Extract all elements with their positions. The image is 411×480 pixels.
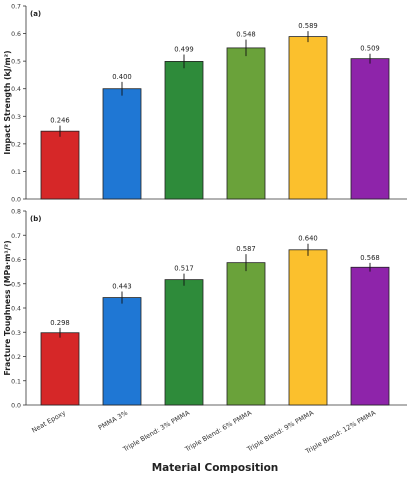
y-tick-label: 0.7	[11, 4, 21, 11]
bar	[226, 262, 266, 406]
data-label: 0.548	[236, 31, 255, 39]
data-label: 0.298	[50, 319, 69, 327]
y-tick-label: 0.4	[11, 86, 21, 93]
data-label: 0.499	[174, 46, 193, 54]
y-tick-label: 0.6	[11, 31, 21, 38]
y-tick-label: 0.6	[11, 257, 21, 264]
y-tick-label: 0.3	[11, 330, 21, 337]
bar	[350, 266, 390, 406]
y-tick-label: 0.7	[11, 233, 21, 240]
panel-label: (a)	[30, 10, 41, 18]
bar	[102, 297, 142, 406]
y-tick-label: 0.3	[11, 114, 21, 121]
x-tick-label: Triple Blend: 6% PMMA	[183, 409, 253, 454]
panel-b: 0.0 0.1 0.2 0.3 0.4 0.5 0.6 0.7 0.8 Fracture Toug…	[3, 209, 407, 456]
x-tick-label: Neat Epoxy	[30, 409, 67, 435]
bar	[164, 279, 204, 406]
data-label: 0.587	[236, 245, 255, 253]
panel-label: (b)	[30, 215, 41, 223]
y-axis-title: Fracture Toughness (MPa·m¹/²)	[3, 240, 12, 375]
y-tick-label: 0.4	[11, 306, 21, 313]
y-tick-label: 0.0	[11, 403, 21, 410]
data-label: 0.568	[360, 254, 379, 262]
bar	[102, 88, 142, 200]
bar	[164, 61, 204, 200]
y-tick-label: 0.5	[11, 59, 21, 66]
data-label: 0.443	[112, 283, 131, 291]
y-tick-label: 0.8	[11, 209, 21, 216]
data-label: 0.589	[298, 22, 317, 30]
data-label: 0.509	[360, 45, 379, 53]
y-tick-label: 0.2	[11, 141, 21, 148]
y-tick-label: 0.1	[11, 169, 21, 176]
y-tick-label: 0.5	[11, 281, 21, 288]
bar	[226, 47, 266, 200]
bar	[350, 58, 390, 200]
y-tick-label: 0.1	[11, 378, 21, 385]
y-tick-label: 0.0	[11, 197, 21, 204]
bar	[40, 130, 80, 200]
panel-a: 0.0 0.1 0.2 0.3 0.4 0.5 0.6 0.7 Impact Strength …	[3, 4, 407, 204]
bar	[40, 332, 80, 406]
bar	[288, 249, 328, 406]
data-label: 0.640	[298, 235, 317, 243]
data-label: 0.246	[50, 117, 69, 125]
x-axis-title: Material Composition	[152, 462, 279, 474]
y-axis-title: Impact Strength (kJ/m²)	[3, 50, 12, 154]
x-tick-label: Triple Blend: 3% PMMA	[121, 409, 191, 454]
bar	[288, 36, 328, 200]
data-label: 0.400	[112, 73, 131, 81]
data-label: 0.517	[174, 265, 193, 273]
y-tick-label: 0.2	[11, 354, 21, 361]
x-tick-label: PMMA 3%	[97, 409, 129, 432]
